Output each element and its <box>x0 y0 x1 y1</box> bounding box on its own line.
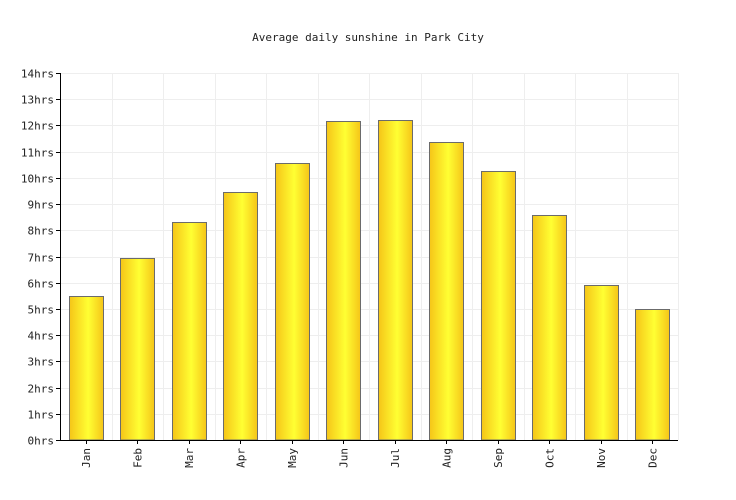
bar-feb <box>120 258 155 441</box>
x-tick-label: Mar <box>183 448 196 468</box>
y-tick-label: 0hrs <box>28 435 55 448</box>
bar-oct <box>532 215 567 441</box>
x-tick-label: Dec <box>646 448 659 468</box>
y-tick-label: 10hrs <box>21 173 54 186</box>
y-tick-label: 7hrs <box>28 252 55 265</box>
bar-jan <box>69 296 104 441</box>
y-tick-label: 6hrs <box>28 278 55 291</box>
y-tick-label: 12hrs <box>21 120 54 133</box>
x-tick-label: Oct <box>543 448 556 468</box>
chart-title: Average daily sunshine in Park City <box>252 31 484 44</box>
x-tick-label: Apr <box>234 448 247 468</box>
bar-sep <box>481 171 516 441</box>
x-tick-label: May <box>286 448 299 468</box>
y-tick-label: 14hrs <box>21 68 54 81</box>
y-tick-label: 11hrs <box>21 147 54 160</box>
grid-lines <box>60 73 679 441</box>
x-tick-label: Aug <box>440 448 453 468</box>
bar-aug <box>429 142 464 441</box>
x-tick-label: Jun <box>337 448 350 468</box>
bar-may <box>275 163 310 441</box>
y-tick-label: 13hrs <box>21 94 54 107</box>
bar-jun <box>326 121 361 441</box>
y-tick-labels: 0hrs 1hrs 2hrs 3hrs 4hrs 5hrs 6hrs 7hrs 8hrs 9hrs… <box>21 68 54 448</box>
bars <box>69 120 670 441</box>
x-tick-label: Jan <box>80 448 93 468</box>
y-tick-label: 3hrs <box>28 356 55 369</box>
x-tick-labels: Jan Feb Mar Apr May Jun Jul Aug Sep Oct Nov Dec <box>80 448 660 468</box>
y-tick-label: 5hrs <box>28 304 55 317</box>
y-tick-label: 4hrs <box>28 330 55 343</box>
bar-apr <box>223 192 258 441</box>
y-tick-label: 1hrs <box>28 409 55 422</box>
y-tick-label: 9hrs <box>28 199 55 212</box>
y-tick-label: 8hrs <box>28 225 55 238</box>
x-tick-label: Jul <box>389 448 402 468</box>
bar-mar <box>172 222 207 441</box>
bar-dec <box>635 309 670 441</box>
y-tick-label: 2hrs <box>28 383 55 396</box>
x-tick-label: Feb <box>131 448 144 468</box>
bar-nov <box>584 285 619 441</box>
axes <box>56 73 678 444</box>
x-tick-label: Nov <box>595 448 608 468</box>
x-tick-label: Sep <box>492 448 505 468</box>
bar-jul <box>378 120 413 441</box>
